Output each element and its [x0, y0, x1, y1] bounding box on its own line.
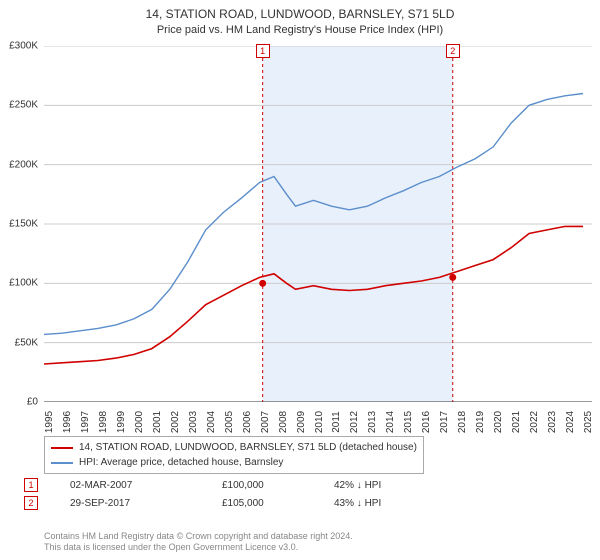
chart-container: 14, STATION ROAD, LUNDWOOD, BARNSLEY, S7… — [0, 0, 600, 560]
y-tick-label: £200K — [9, 159, 38, 170]
x-tick-label: 2013 — [367, 411, 378, 433]
chart-event-marker: 2 — [446, 44, 460, 58]
legend-row: HPI: Average price, detached house, Barn… — [51, 455, 417, 470]
footer-line-2: This data is licensed under the Open Gov… — [44, 542, 353, 554]
y-tick-label: £50K — [15, 337, 38, 348]
event-price: £105,000 — [222, 498, 302, 509]
x-tick-label: 2014 — [385, 411, 396, 433]
event-marker-icon: 1 — [24, 478, 38, 492]
x-tick-label: 2000 — [134, 411, 145, 433]
event-date: 29-SEP-2017 — [70, 498, 190, 509]
legend-row: 14, STATION ROAD, LUNDWOOD, BARNSLEY, S7… — [51, 440, 417, 455]
chart-plot-area: 12 — [44, 46, 592, 402]
chart-title: 14, STATION ROAD, LUNDWOOD, BARNSLEY, S7… — [0, 6, 600, 23]
title-block: 14, STATION ROAD, LUNDWOOD, BARNSLEY, S7… — [0, 0, 600, 38]
event-row: 2 29-SEP-2017 £105,000 43% ↓ HPI — [24, 496, 434, 510]
x-tick-label: 2021 — [511, 411, 522, 433]
y-tick-label: £150K — [9, 219, 38, 230]
y-axis-labels: £0£50K£100K£150K£200K£250K£300K — [0, 46, 40, 402]
x-tick-label: 2005 — [224, 411, 235, 433]
x-tick-label: 2006 — [242, 411, 253, 433]
footer-line-1: Contains HM Land Registry data © Crown c… — [44, 531, 353, 543]
event-pct: 42% ↓ HPI — [334, 480, 434, 491]
x-tick-label: 2001 — [152, 411, 163, 433]
x-tick-label: 2011 — [331, 411, 342, 433]
x-tick-label: 2004 — [206, 411, 217, 433]
x-tick-label: 2010 — [314, 411, 325, 433]
x-tick-label: 2007 — [260, 411, 271, 433]
event-marker-icon: 2 — [24, 496, 38, 510]
x-tick-label: 2022 — [529, 411, 540, 433]
x-tick-label: 1995 — [44, 411, 55, 433]
x-tick-label: 2003 — [188, 411, 199, 433]
x-tick-label: 2012 — [349, 411, 360, 433]
legend-label: 14, STATION ROAD, LUNDWOOD, BARNSLEY, S7… — [79, 440, 417, 455]
y-tick-label: £100K — [9, 278, 38, 289]
chart-subtitle: Price paid vs. HM Land Registry's House … — [0, 23, 600, 38]
legend: 14, STATION ROAD, LUNDWOOD, BARNSLEY, S7… — [44, 436, 424, 474]
x-tick-label: 1997 — [80, 411, 91, 433]
x-tick-label: 2020 — [493, 411, 504, 433]
x-tick-label: 2019 — [475, 411, 486, 433]
footer-attribution: Contains HM Land Registry data © Crown c… — [44, 531, 353, 554]
legend-swatch — [51, 462, 73, 464]
x-tick-label: 2018 — [457, 411, 468, 433]
x-tick-label: 1998 — [98, 411, 109, 433]
y-tick-label: £300K — [9, 41, 38, 52]
chart-svg — [44, 46, 592, 402]
x-tick-label: 2016 — [421, 411, 432, 433]
x-tick-label: 1996 — [62, 411, 73, 433]
x-tick-label: 1999 — [116, 411, 127, 433]
legend-label: HPI: Average price, detached house, Barn… — [79, 455, 283, 470]
events-table: 1 02-MAR-2007 £100,000 42% ↓ HPI 2 29-SEP-201… — [24, 478, 434, 514]
x-tick-label: 2017 — [439, 411, 450, 433]
y-tick-label: £250K — [9, 100, 38, 111]
event-pct: 43% ↓ HPI — [334, 498, 434, 509]
y-tick-label: £0 — [27, 397, 38, 408]
chart-event-marker: 1 — [256, 44, 270, 58]
event-price: £100,000 — [222, 480, 302, 491]
legend-swatch — [51, 447, 73, 449]
event-row: 1 02-MAR-2007 £100,000 42% ↓ HPI — [24, 478, 434, 492]
x-tick-label: 2023 — [547, 411, 558, 433]
x-tick-label: 2002 — [170, 411, 181, 433]
x-tick-label: 2024 — [565, 411, 576, 433]
x-tick-label: 2025 — [583, 411, 594, 433]
x-tick-label: 2009 — [296, 411, 307, 433]
x-axis-labels: 1995199619971998199920002001200220032004… — [44, 404, 592, 428]
event-date: 02-MAR-2007 — [70, 480, 190, 491]
x-tick-label: 2008 — [278, 411, 289, 433]
x-tick-label: 2015 — [403, 411, 414, 433]
